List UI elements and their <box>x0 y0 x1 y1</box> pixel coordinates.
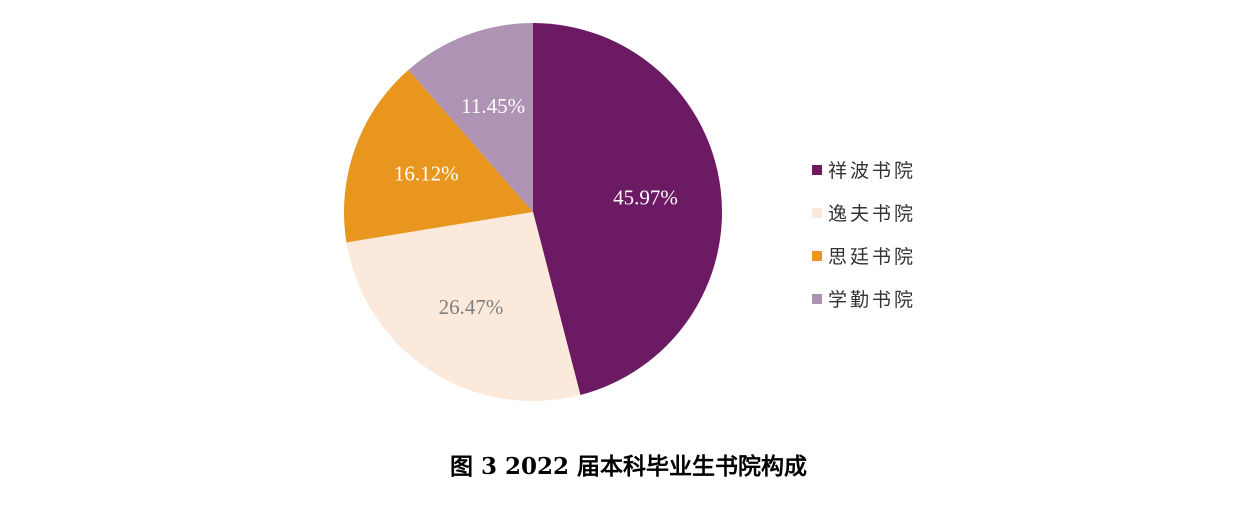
legend-label-3: 学勤书院 <box>828 289 917 311</box>
pie-chart: 45.97% 26.47% 16.12% 11.45% <box>344 23 722 401</box>
slice-label-3: 11.45% <box>461 94 525 118</box>
legend-label-2: 思廷书院 <box>828 246 917 268</box>
legend-label-0: 祥波书院 <box>828 160 917 182</box>
slice-label-2: 16.12% <box>394 162 459 186</box>
slice-label-0: 45.97% <box>613 186 678 210</box>
figure-caption: 图 3 2022 届本科毕业生书院构成 <box>449 453 808 480</box>
legend-swatch-2 <box>812 250 822 261</box>
legend-item-1: 逸夫书院 <box>812 191 1012 234</box>
pie-slice-2 <box>344 69 533 243</box>
legend-label-1: 逸夫书院 <box>828 203 917 225</box>
pie-chart-svg: 45.97% 26.47% 16.12% 11.45% <box>344 23 722 401</box>
pie-slice-3 <box>408 23 533 212</box>
pie-slice-1 <box>346 212 581 401</box>
legend-item-2: 思廷书院 <box>812 234 1012 277</box>
legend-item-0: 祥波书院 <box>812 148 1012 191</box>
legend-swatch-3 <box>812 293 822 304</box>
chart-legend: 祥波书院逸夫书院思廷书院学勤书院 <box>812 148 1012 320</box>
slice-label-1: 26.47% <box>439 295 504 319</box>
pie-slice-0 <box>533 23 722 395</box>
legend-item-3: 学勤书院 <box>812 277 1012 320</box>
legend-swatch-0 <box>812 164 822 175</box>
legend-swatch-1 <box>812 207 822 218</box>
